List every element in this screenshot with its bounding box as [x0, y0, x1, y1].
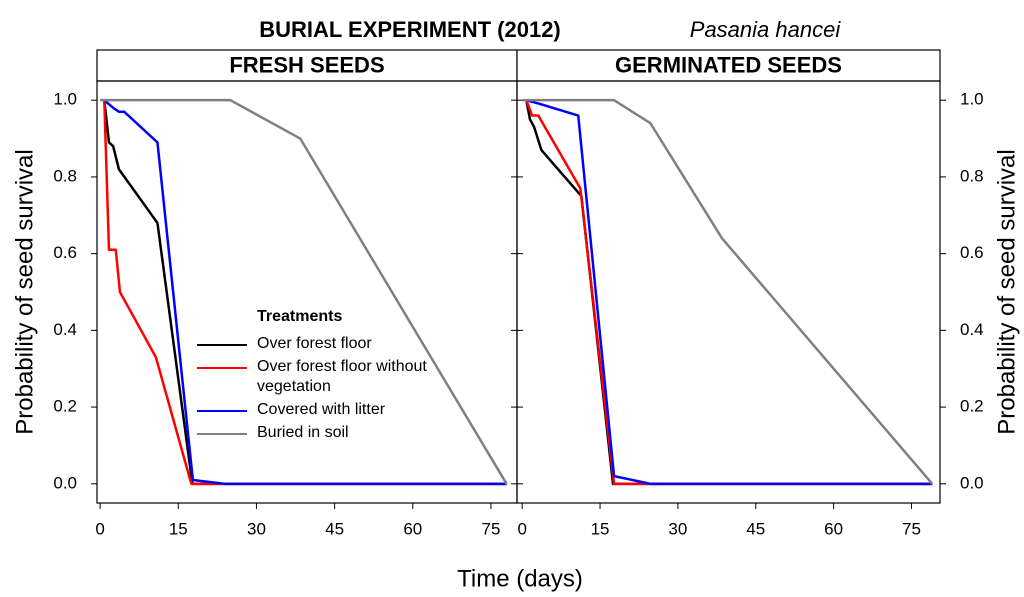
x-tick-label: 15 — [169, 519, 188, 538]
series-line — [525, 99, 933, 486]
y-axis-label-right: Probability of seed survival — [993, 149, 1020, 434]
y-tick-label: 0.2 — [960, 397, 984, 416]
chart-subtitle: Pasania hancei — [690, 17, 842, 42]
y-tick-label: 0.6 — [960, 243, 984, 262]
x-tick-label: 30 — [247, 519, 266, 538]
panel-strip — [516, 49, 941, 82]
y-tick-label: 0.4 — [960, 320, 984, 339]
y-tick-label: 0.4 — [53, 320, 77, 339]
legend-label: Over forest floor — [257, 335, 372, 352]
legend-swatch — [197, 367, 247, 369]
x-axis-label: Time (days) — [457, 565, 583, 592]
legend-swatch — [197, 410, 247, 412]
panel-frame — [516, 80, 941, 504]
x-tick-label: 0 — [517, 519, 526, 538]
legend-swatch — [197, 433, 247, 435]
x-tick-label: 45 — [746, 519, 765, 538]
y-tick-label: 0.6 — [53, 243, 77, 262]
panel-title: GERMINATED SEEDS — [615, 52, 842, 77]
legend-entry: Covered with litter — [197, 400, 457, 420]
y-tick-label: 1.0 — [53, 90, 77, 109]
chart-title: BURIAL EXPERIMENT (2012) — [259, 17, 561, 42]
panel-strip — [96, 49, 518, 82]
series-line — [526, 98, 933, 486]
y-tick-label: 0.8 — [960, 166, 984, 185]
series-line — [103, 100, 507, 486]
series-line — [103, 99, 507, 486]
x-tick-label: 30 — [668, 519, 687, 538]
x-tick-label: 75 — [902, 519, 921, 538]
legend-entry: Buried in soil — [197, 423, 457, 443]
series-line — [525, 99, 933, 486]
x-tick-label: 60 — [824, 519, 843, 538]
x-tick-label: 75 — [481, 519, 500, 538]
y-tick-label: 0.2 — [53, 397, 77, 416]
legend-label: Over forest floor without vegetation — [257, 358, 427, 395]
y-tick-label: 0.0 — [53, 473, 77, 492]
legend-label: Covered with litter — [257, 401, 386, 418]
y-tick-label: 0.0 — [960, 473, 984, 492]
panel-title: FRESH SEEDS — [229, 52, 384, 77]
legend-entry: Over forest floor — [197, 334, 457, 354]
x-tick-label: 15 — [591, 519, 610, 538]
y-tick-label: 1.0 — [960, 90, 984, 109]
legend-entry: Over forest floor without vegetation — [197, 357, 457, 397]
legend-title: Treatments — [257, 308, 343, 325]
series-line — [100, 98, 508, 485]
series-line — [522, 98, 934, 485]
legend-label: Buried in soil — [257, 424, 349, 441]
x-tick-label: 0 — [95, 519, 104, 538]
y-tick-label: 0.8 — [53, 166, 77, 185]
x-tick-label: 45 — [325, 519, 344, 538]
y-axis-label: Probability of seed survival — [11, 149, 38, 434]
x-tick-label: 60 — [403, 519, 422, 538]
legend-swatch — [197, 344, 247, 346]
legend: Treatments Over forest floor Over forest … — [197, 308, 457, 446]
